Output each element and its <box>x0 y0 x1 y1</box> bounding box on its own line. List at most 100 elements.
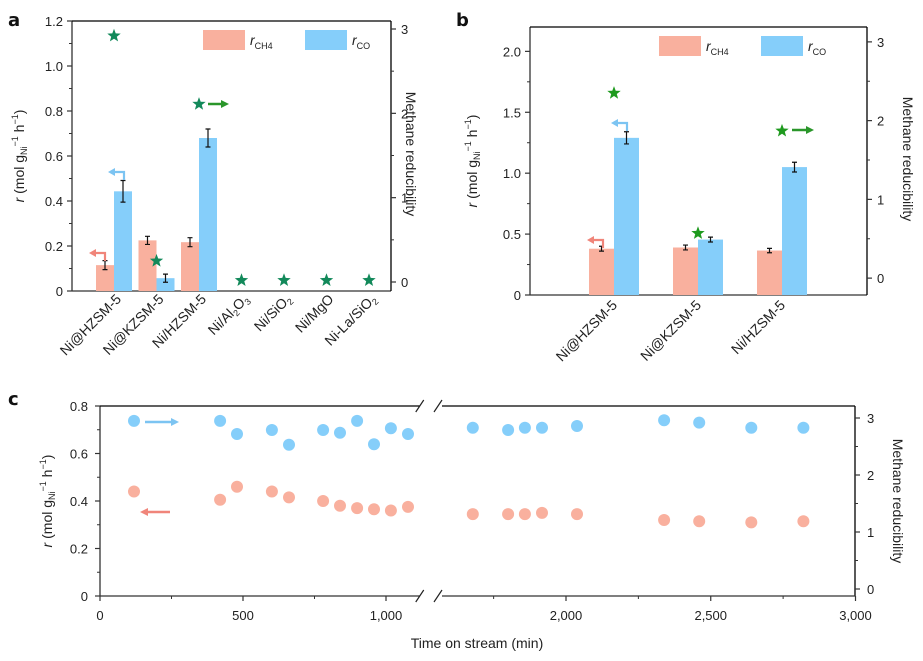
panel-b: 0 0.5 1.0 1.5 2.0 0 1 2 3 r (mol gNi−1 h−1) Methan… <box>463 26 916 364</box>
y2-axis-label: Methane reducibility <box>900 97 916 222</box>
x-tick-label: 2,500 <box>694 608 727 623</box>
x-category-label: Ni@KZSM-5 <box>637 297 704 364</box>
legend-label-ch4: rCH4 <box>250 32 273 51</box>
y2-tick-label: 1 <box>401 191 408 206</box>
arrow-co-left-head <box>611 119 618 127</box>
bar-co-Ni/HZSM-5 <box>199 138 217 291</box>
star-marker-Ni/HZSM-5 <box>775 123 789 137</box>
star-marker-Ni@HZSM-5 <box>107 28 121 42</box>
bar-co-Ni@HZSM-5 <box>614 137 639 295</box>
y2-axis-label: Methane reducibility <box>403 92 419 217</box>
point-reducibility <box>128 414 140 427</box>
point-rate <box>384 504 397 517</box>
star-marker-Ni@HZSM-5 <box>607 86 621 99</box>
legend-label-ch4: rCH4 <box>706 38 729 57</box>
panel-label-c: c <box>8 389 19 410</box>
bar-ch4-Ni@KZSM-5 <box>138 240 157 291</box>
y2-tick-label: 3 <box>867 411 874 426</box>
x-tick-label: 500 <box>232 608 254 623</box>
point-reducibility <box>283 438 295 451</box>
arrow-ch4-left-shaft <box>95 251 107 261</box>
arrow-co-left-head <box>108 168 115 176</box>
y-tick-label: 0 <box>81 589 88 604</box>
arrow-reducibility-right-head <box>806 126 814 134</box>
bar-co-Ni@KZSM-5 <box>156 278 175 291</box>
bar-ch4-Ni@HZSM-5 <box>96 265 114 291</box>
point-reducibility <box>384 422 397 435</box>
point-reducibility <box>658 414 671 427</box>
point-reducibility <box>214 414 227 427</box>
axis-break-mark <box>415 589 443 603</box>
point-rate <box>283 491 295 504</box>
star-marker-Ni@KZSM-5 <box>691 226 705 239</box>
bar-ch4-Ni@KZSM-5 <box>673 247 698 295</box>
point-rate <box>368 503 380 516</box>
point-rate <box>502 508 515 521</box>
y2-tick-label: 1 <box>867 525 874 540</box>
y-tick-label: 0 <box>56 284 63 299</box>
arrow-ch4-left-head <box>587 236 594 244</box>
point-reducibility <box>466 421 479 434</box>
point-reducibility <box>536 421 548 434</box>
y-tick-label: 0.4 <box>45 194 63 209</box>
y-tick-label: 1.2 <box>45 14 63 29</box>
point-rate <box>518 508 531 521</box>
arrow-ch4-left-head <box>89 249 96 257</box>
y-tick-label: 0 <box>514 288 521 303</box>
error-bar-co <box>708 236 713 243</box>
y-tick-label: 2.0 <box>503 44 521 59</box>
arrow-reducibility-right-head <box>221 100 229 108</box>
point-reducibility <box>502 424 515 436</box>
x-axis-label: Time on stream (min) <box>411 635 544 651</box>
error-bar-co <box>624 131 629 145</box>
arrow-rate-left-head <box>140 508 148 516</box>
point-rate <box>536 506 548 519</box>
y-tick-label: 0.6 <box>45 149 63 164</box>
star-marker-Ni/HZSM-5 <box>192 97 206 110</box>
bar-co-Ni@KZSM-5 <box>698 239 723 295</box>
legend-swatch-ch4 <box>203 30 245 50</box>
error-bar-co <box>205 128 211 148</box>
arrow-ch4-left-shaft <box>593 238 605 248</box>
point-reducibility <box>518 421 531 434</box>
y-axis-label: r (mol gNi−1 h−1) <box>10 110 29 203</box>
x-tick-label: 1,000 <box>370 608 403 623</box>
point-rate <box>214 493 227 506</box>
point-rate <box>334 499 346 512</box>
legend-label-co: rCO <box>808 38 826 57</box>
y2-tick-label: 1 <box>877 192 884 207</box>
y-tick-label: 0.2 <box>70 542 88 557</box>
point-reducibility <box>317 424 330 436</box>
bar-co-Ni@HZSM-5 <box>114 191 132 291</box>
bar-ch4-Ni@HZSM-5 <box>589 248 614 295</box>
point-reducibility <box>402 428 414 440</box>
y-axis-label: r (mol gNi−1 h−1) <box>38 455 57 548</box>
x-category-label: Ni/SiO2 <box>251 291 296 336</box>
arrow-co-left-shaft <box>114 170 126 180</box>
error-bar-ch4 <box>683 244 688 251</box>
star-marker-Ni/Al2O3 <box>234 273 249 286</box>
star-marker-Ni-La/SiO2 <box>362 273 376 286</box>
x-tick-label: 3,000 <box>839 608 872 623</box>
point-rate <box>265 485 278 498</box>
point-rate <box>745 516 758 529</box>
legend-label-co: rCO <box>352 32 370 51</box>
point-reducibility <box>571 420 583 432</box>
point-reducibility <box>693 416 706 429</box>
y-tick-label: 1.0 <box>503 166 521 181</box>
y-tick-label: 0.6 <box>70 447 88 462</box>
arrow-reducibility-right-head <box>171 418 179 426</box>
point-reducibility <box>265 424 278 436</box>
legend-swatch-co <box>761 36 803 56</box>
y2-tick-label: 2 <box>877 114 884 129</box>
y2-axis-label: Methane reducibility <box>890 439 906 564</box>
panel-label-a: a <box>8 10 20 31</box>
y2-tick-label: 3 <box>877 35 884 50</box>
point-reducibility <box>231 428 243 440</box>
x-category-label: Ni/HZSM-5 <box>728 297 788 357</box>
y2-tick-label: 0 <box>877 271 884 286</box>
point-reducibility <box>351 414 364 427</box>
star-marker-Ni/MgO <box>319 273 334 286</box>
y-tick-label: 0.8 <box>45 104 63 119</box>
point-rate <box>797 515 810 528</box>
